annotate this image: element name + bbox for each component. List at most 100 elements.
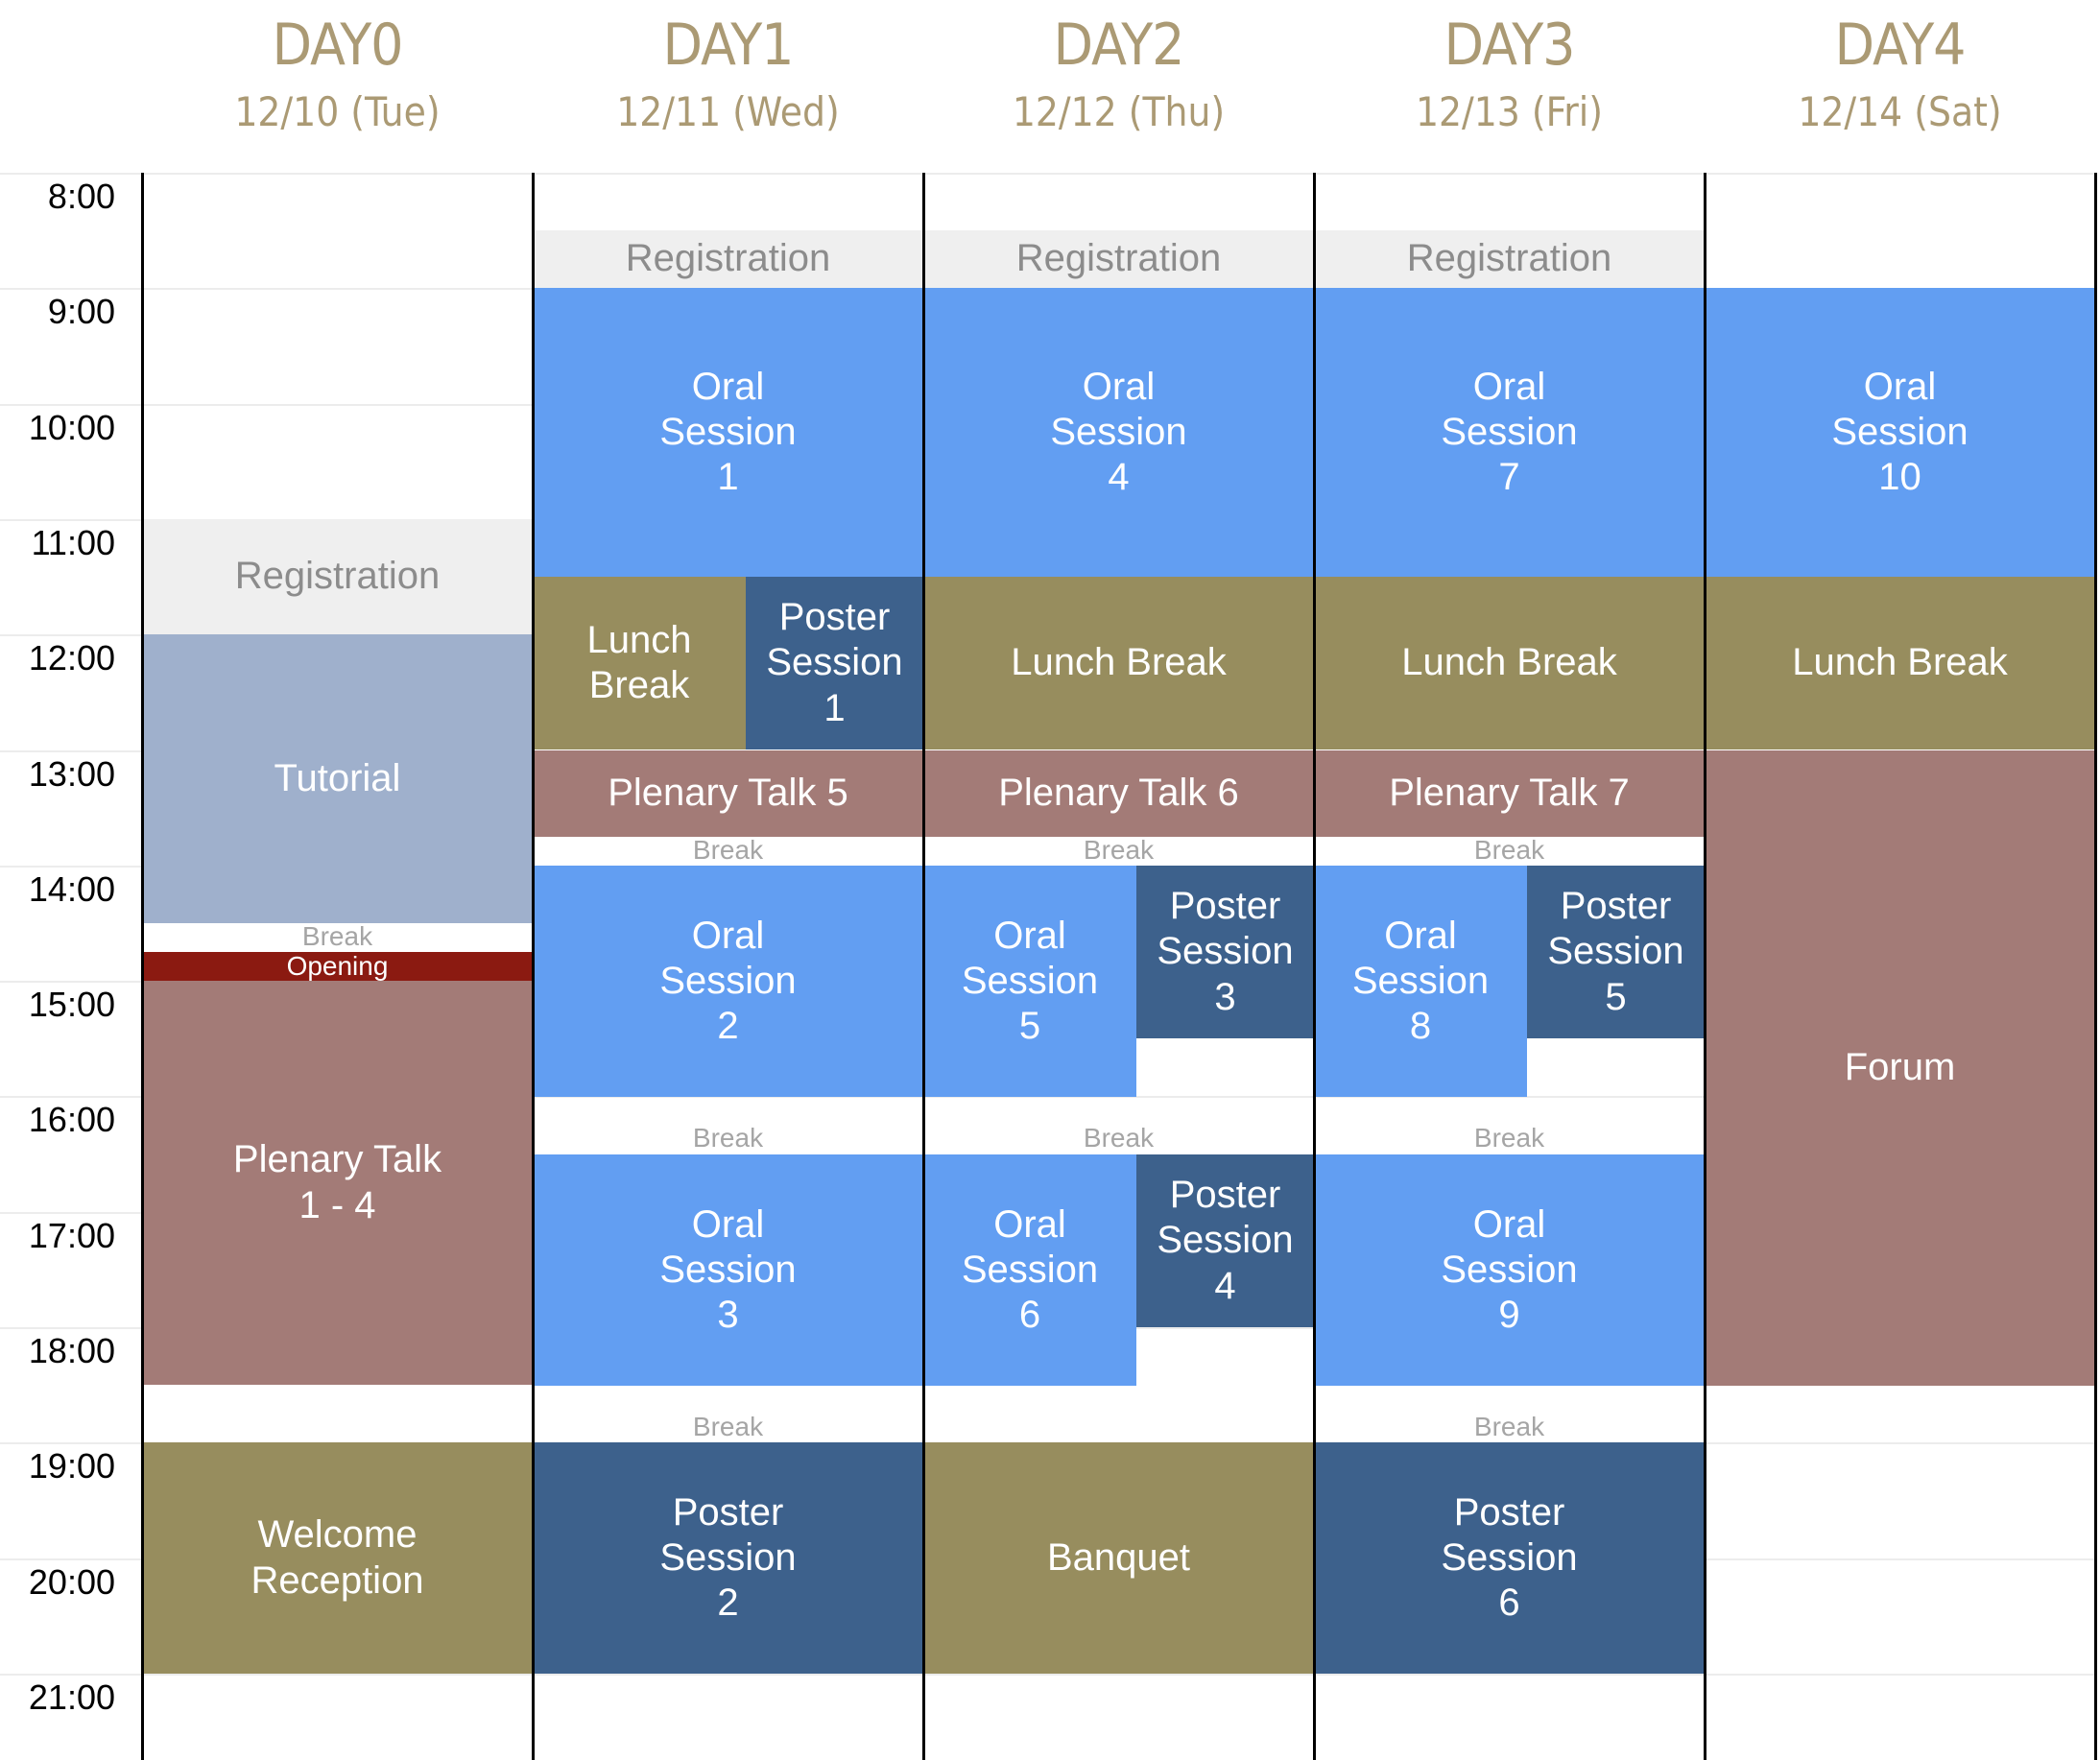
registration-block[interactable]: Registration: [1314, 230, 1705, 288]
poster-block[interactable]: Poster Session 4: [1136, 1154, 1314, 1327]
event-label: Break: [301, 920, 373, 951]
time-label: 9:00: [47, 292, 115, 331]
day-header-0: DAY0 12/10 (Tue): [142, 0, 533, 144]
oral-block[interactable]: Oral Session 9: [1314, 1154, 1705, 1386]
registration-block[interactable]: Registration: [533, 230, 923, 288]
time-label: 15:00: [28, 985, 115, 1024]
event-label: Oral Session 6: [961, 1202, 1099, 1337]
event-label: Poster Session 5: [1547, 885, 1684, 1018]
oral-block[interactable]: Oral Session 5: [923, 866, 1136, 1097]
forum-block[interactable]: Forum: [1705, 750, 2095, 1386]
oral-block[interactable]: Oral Session 3: [533, 1154, 923, 1386]
lunch-block[interactable]: Lunch Break: [923, 577, 1314, 749]
lunch-block[interactable]: Lunch Break: [533, 577, 746, 749]
break-block: Break: [1314, 1096, 1705, 1154]
event-label: Oral Session 1: [659, 365, 797, 499]
event-label: Plenary Talk 1 - 4: [232, 1138, 442, 1226]
break-block: Break: [923, 1096, 1314, 1154]
column-divider: [1704, 173, 1706, 1760]
registration-block[interactable]: Registration: [142, 519, 533, 634]
column-divider: [2094, 173, 2097, 1760]
plenary-block[interactable]: Plenary Talk 5: [533, 750, 923, 837]
day-header-4: DAY4 12/14 (Sat): [1705, 0, 2095, 144]
event-label: Opening: [286, 951, 389, 982]
day-date: 12/13 (Fri): [1415, 88, 1604, 135]
break-block: Break: [533, 1385, 923, 1442]
event-label: Oral Session 5: [961, 914, 1099, 1048]
day-name: DAY2: [1053, 12, 1184, 79]
event-label: Oral Session 7: [1441, 365, 1578, 499]
column-divider: [1313, 173, 1316, 1760]
opening-block[interactable]: Opening: [142, 951, 533, 982]
event-label: Break: [1083, 1122, 1155, 1153]
event-label: Poster Session 6: [1441, 1490, 1578, 1625]
event-label: Registration: [1015, 237, 1222, 280]
oral-block[interactable]: Oral Session 2: [533, 866, 923, 1097]
event-label: Poster Session 3: [1157, 885, 1294, 1018]
tutorial-block[interactable]: Tutorial: [142, 634, 533, 923]
social-block[interactable]: Banquet: [923, 1442, 1314, 1674]
lunch-block[interactable]: Lunch Break: [1314, 577, 1705, 749]
oral-block[interactable]: Oral Session 7: [1314, 288, 1705, 577]
event-label: Plenary Talk 7: [1389, 772, 1630, 815]
poster-block[interactable]: Poster Session 1: [746, 577, 923, 749]
event-label: Oral Session 2: [659, 914, 797, 1048]
event-label: Plenary Talk 5: [608, 772, 848, 815]
break-block: Break: [533, 1096, 923, 1154]
event-label: Break: [1473, 1122, 1545, 1153]
event-label: Break: [692, 1122, 764, 1153]
day-name: DAY1: [662, 12, 794, 79]
day-header-2: DAY2 12/12 (Thu): [923, 0, 1314, 144]
oral-block[interactable]: Oral Session 6: [923, 1154, 1136, 1386]
event-label: Oral Session 4: [1050, 365, 1187, 499]
event-label: Banquet: [1046, 1535, 1191, 1579]
event-label: Oral Session 10: [1831, 365, 1969, 499]
lunch-block[interactable]: Lunch Break: [1705, 577, 2095, 749]
oral-block[interactable]: Oral Session 10: [1705, 288, 2095, 577]
time-label: 20:00: [28, 1562, 115, 1602]
social-block[interactable]: Welcome Reception: [142, 1442, 533, 1674]
column-divider: [532, 173, 535, 1760]
event-label: Registration: [1406, 237, 1612, 280]
poster-block[interactable]: Poster Session 5: [1527, 866, 1705, 1038]
poster-block[interactable]: Poster Session 2: [533, 1442, 923, 1674]
event-label: Poster Session 4: [1157, 1174, 1294, 1307]
event-label: Poster Session 1: [766, 596, 903, 729]
time-label: 19:00: [28, 1446, 115, 1486]
time-label: 17:00: [28, 1216, 115, 1255]
event-label: Oral Session 8: [1351, 914, 1490, 1048]
event-label: Oral Session 3: [659, 1202, 797, 1337]
oral-block[interactable]: Oral Session 1: [533, 288, 923, 577]
day-date: 12/10 (Tue): [234, 88, 441, 135]
day-date: 12/12 (Thu): [1012, 88, 1226, 135]
plenary-block[interactable]: Plenary Talk 7: [1314, 750, 1705, 837]
poster-block[interactable]: Poster Session 3: [1136, 866, 1314, 1038]
event-label: Break: [1473, 834, 1545, 865]
event-label: Welcome Reception: [251, 1513, 424, 1602]
day-header-1: DAY1 12/11 (Wed): [533, 0, 923, 144]
poster-block[interactable]: Poster Session 6: [1314, 1442, 1705, 1674]
day-date: 12/14 (Sat): [1798, 88, 2002, 135]
event-label: Registration: [234, 555, 441, 598]
column-divider: [141, 173, 144, 1760]
plenary-block[interactable]: Plenary Talk 1 - 4: [142, 981, 533, 1385]
day-header-3: DAY3 12/13 (Fri): [1314, 0, 1705, 144]
event-label: Lunch Break: [1792, 641, 2008, 684]
time-label: 21:00: [28, 1677, 115, 1717]
plenary-block[interactable]: Plenary Talk 6: [923, 750, 1314, 837]
column-divider: [922, 173, 925, 1760]
time-label: 16:00: [28, 1100, 115, 1139]
registration-block[interactable]: Registration: [923, 230, 1314, 288]
event-label: Break: [692, 834, 764, 865]
time-label: 8:00: [47, 177, 115, 216]
event-label: Lunch Break: [1401, 641, 1617, 684]
event-label: Break: [1083, 834, 1155, 865]
day-date: 12/11 (Wed): [616, 88, 840, 135]
time-label: 10:00: [28, 408, 115, 447]
event-label: Break: [1473, 1411, 1545, 1441]
time-label: 18:00: [28, 1331, 115, 1370]
day-name: DAY3: [1444, 12, 1575, 79]
oral-block[interactable]: Oral Session 8: [1314, 866, 1527, 1097]
oral-block[interactable]: Oral Session 4: [923, 288, 1314, 577]
break-block: Break: [142, 920, 533, 952]
